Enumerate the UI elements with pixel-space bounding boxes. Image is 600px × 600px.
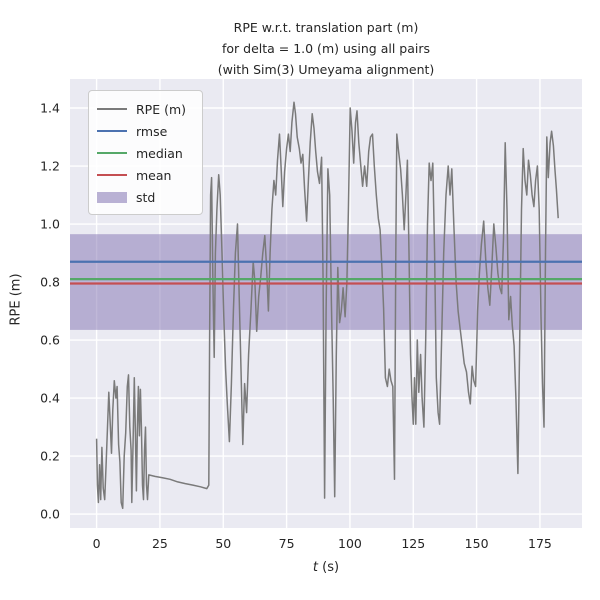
legend-item-rmse: rmse [97,120,194,142]
legend-item-rpe-m-: RPE (m) [97,98,194,120]
legend-label: RPE (m) [136,101,187,117]
y-tick-label: 1.4 [40,101,60,116]
chart-title-line-1: RPE w.r.t. translation part (m) [233,20,419,35]
legend-item-mean: mean [97,164,194,186]
x-tick-label: 75 [279,536,295,551]
legend-item-median: median [97,142,194,164]
legend-label: std [136,189,156,205]
x-axis-label-variable: t [312,560,319,575]
legend-item-std: std [97,186,194,208]
chart-title-line-2: for delta = 1.0 (m) using all pairs [221,41,431,56]
legend-swatch-line [97,174,127,176]
legend-label: rmse [136,123,168,139]
x-tick-label: 50 [215,536,231,551]
x-tick-label: 150 [465,536,489,551]
legend-swatch-line [97,130,127,132]
x-axis-label: t (s) [70,560,582,575]
y-axis-label: RPE (m) [8,273,24,326]
chart-title-line-3: (with Sim(3) Umeyama alignment) [217,62,435,77]
x-tick-label: 0 [93,536,101,551]
legend: RPE (m) rmse median mean std [88,90,203,215]
y-tick-label: 0.2 [40,449,60,464]
legend-swatch-line [97,108,127,110]
x-axis-label-unit: (s) [318,560,340,575]
x-tick-label: 125 [401,536,425,551]
legend-label: mean [136,167,172,183]
legend-swatch-patch [97,191,127,203]
legend-label: median [136,145,183,161]
chart-title: RPE w.r.t. translation part (m) for delt… [70,17,582,80]
y-tick-label: 0.4 [40,391,60,406]
y-tick-label: 0.6 [40,333,60,348]
y-tick-label: 1.2 [40,159,60,174]
x-tick-label: 100 [338,536,362,551]
x-tick-label: 175 [528,536,552,551]
x-tick-label: 25 [152,536,168,551]
legend-swatch-line [97,152,127,154]
y-tick-label: 0.8 [40,275,60,290]
y-tick-label: 0.0 [40,507,60,522]
rpe-line [95,101,559,510]
y-tick-label: 1.0 [40,217,60,232]
